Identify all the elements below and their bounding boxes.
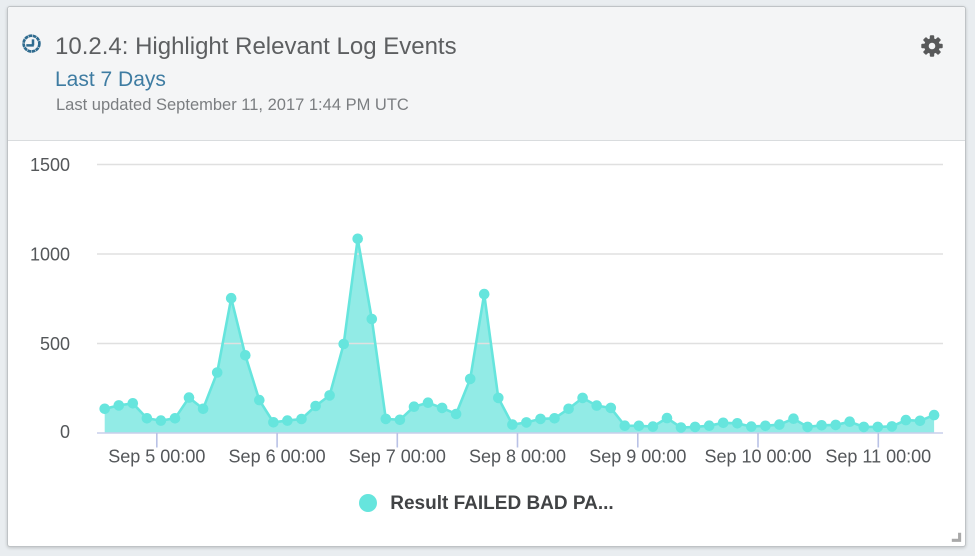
svg-text:Sep 9 00:00: Sep 9 00:00: [589, 447, 686, 467]
svg-text:0: 0: [60, 422, 70, 442]
svg-text:Sep 10 00:00: Sep 10 00:00: [704, 447, 811, 467]
svg-text:1000: 1000: [30, 245, 70, 265]
svg-text:Sep 7 00:00: Sep 7 00:00: [349, 447, 446, 467]
svg-text:Sep 11 00:00: Sep 11 00:00: [825, 447, 931, 467]
svg-text:Sep 5 00:00: Sep 5 00:00: [108, 447, 205, 467]
svg-text:1500: 1500: [30, 155, 70, 175]
svg-text:500: 500: [40, 334, 70, 354]
svg-text:Sep 6 00:00: Sep 6 00:00: [229, 447, 326, 467]
svg-text:Sep 8 00:00: Sep 8 00:00: [469, 447, 566, 467]
